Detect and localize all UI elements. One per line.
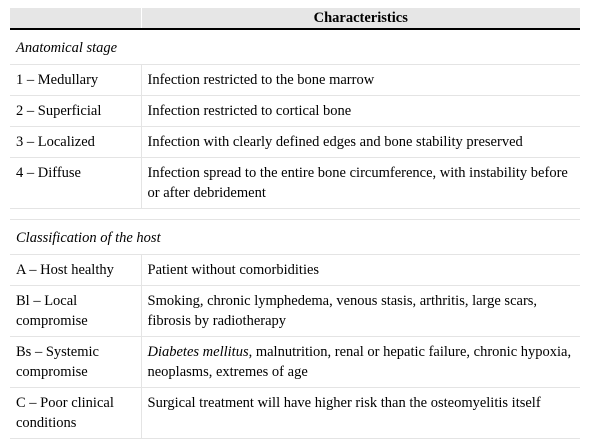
table-row: 3 – Localized Infection with clearly def… <box>10 126 580 158</box>
row-description-italic: Diabetes mellitus <box>147 344 249 360</box>
row-label: 3 – Localized <box>10 126 142 158</box>
row-description: Infection restricted to the bone marrow <box>141 64 580 96</box>
section-row: Classification of the host <box>10 219 580 255</box>
header-row: Characteristics <box>10 8 580 30</box>
row-description: Diabetes mellitus, malnutrition, renal o… <box>141 336 580 388</box>
classification-table: Characteristics Anatomical stage 1 – Med… <box>10 8 580 439</box>
row-label: Bs – Systemic compromise <box>10 336 142 388</box>
row-description: Infection spread to the entire bone circ… <box>141 157 580 209</box>
section-title-anatomical-stage: Anatomical stage <box>10 29 580 65</box>
row-label: C – Poor clinical conditions <box>10 387 142 439</box>
header-empty-cell <box>10 8 142 30</box>
row-label: 1 – Medullary <box>10 64 142 96</box>
row-description-rest: , malnutrition, renal or hepatic failure… <box>147 344 572 380</box>
table-row: 1 – Medullary Infection restricted to th… <box>10 64 580 96</box>
table-row: C – Poor clinical conditions Surgical tr… <box>10 387 580 439</box>
row-description: Infection restricted to cortical bone <box>141 95 580 127</box>
table-row: A – Host healthy Patient without comorbi… <box>10 254 580 286</box>
row-description: Infection with clearly defined edges and… <box>141 126 580 158</box>
section-title-host-classification: Classification of the host <box>10 219 580 255</box>
row-description: Patient without comorbidities <box>141 254 580 286</box>
section-row: Anatomical stage <box>10 29 580 65</box>
row-description: Surgical treatment will have higher risk… <box>141 387 580 439</box>
spacer-row <box>10 208 580 220</box>
row-label: 4 – Diffuse <box>10 157 142 209</box>
table-row: 2 – Superficial Infection restricted to … <box>10 95 580 127</box>
table-row: Bs – Systemic compromise Diabetes mellit… <box>10 336 580 388</box>
row-description: Smoking, chronic lymphedema, venous stas… <box>141 285 580 337</box>
table-row: Bl – Local compromise Smoking, chronic l… <box>10 285 580 337</box>
table-row: 4 – Diffuse Infection spread to the enti… <box>10 157 580 209</box>
row-label: 2 – Superficial <box>10 95 142 127</box>
header-characteristics: Characteristics <box>141 8 580 30</box>
row-label: A – Host healthy <box>10 254 142 286</box>
spacer-cell <box>10 208 580 220</box>
row-label: Bl – Local compromise <box>10 285 142 337</box>
